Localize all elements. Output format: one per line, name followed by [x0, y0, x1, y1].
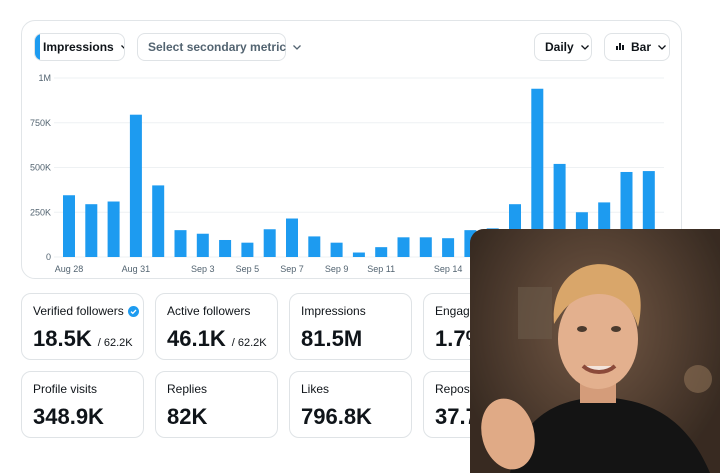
- x-tick-label: Aug 28: [55, 264, 84, 274]
- secondary-metric-dropdown[interactable]: Select secondary metric: [137, 33, 302, 61]
- x-tick-label: Sep 11: [367, 264, 395, 274]
- chart-type-label: Bar: [631, 40, 652, 54]
- impressions-chart-card: Impressions Select secondary metric Dail…: [21, 20, 682, 279]
- chevron-down-icon: [657, 42, 667, 52]
- secondary-metric-label: Select secondary metric: [148, 40, 287, 54]
- bar-sep-14[interactable]: [442, 238, 455, 257]
- y-tick-label: 500K: [30, 163, 51, 173]
- y-tick-label: 750K: [30, 118, 51, 128]
- stat-label: Likes: [301, 382, 330, 396]
- stat-subvalue: / 62.2K: [97, 337, 133, 349]
- stat-label-row: Reposts: [435, 382, 545, 396]
- x-tick-label: Sep 14: [434, 264, 463, 274]
- bar-sep-8[interactable]: [308, 236, 321, 257]
- y-tick-label: 0: [46, 252, 51, 262]
- bar-sep-18[interactable]: [531, 88, 544, 258]
- stat-value: 348.9K: [33, 404, 104, 429]
- stat-label-row: Replies: [167, 382, 277, 396]
- chevron-down-icon: [120, 42, 124, 52]
- metric-color-indicator: [35, 34, 40, 60]
- stat-value: 81.5M: [301, 326, 363, 351]
- bar-aug-30[interactable]: [107, 201, 120, 257]
- y-tick-label: 1M: [38, 73, 51, 83]
- stat-value-row: 46.1K / 62.2K: [167, 326, 277, 352]
- stat-value-row: 18.5K / 62.2K: [33, 326, 143, 352]
- bar-sep-11[interactable]: [375, 247, 388, 257]
- x-tick-label: Sep 5: [236, 264, 260, 274]
- bar-aug-31[interactable]: [129, 114, 142, 257]
- stat-label-row: Active followers: [167, 304, 277, 318]
- stat-label-row: Profile visits: [33, 382, 143, 396]
- stat-label: Verified followers: [33, 304, 124, 318]
- verified-badge-icon: [127, 305, 139, 317]
- bar-sep-5[interactable]: [241, 242, 254, 257]
- stat-card-active-followers[interactable]: Active followers 46.1K / 62.2K: [155, 293, 278, 360]
- x-tick-label: Aug 31: [122, 264, 151, 274]
- bar-sep-10[interactable]: [352, 252, 365, 257]
- bar-aug-29[interactable]: [85, 204, 98, 257]
- stat-value-row: 348.9K: [33, 404, 143, 430]
- bar-sep-13[interactable]: [419, 237, 432, 257]
- stat-label-row: Impressions: [301, 304, 411, 318]
- stat-label-row: Likes: [301, 382, 411, 396]
- bar-sep-2[interactable]: [174, 230, 187, 257]
- stat-subvalue: / 62.2K: [231, 337, 267, 349]
- stat-value: 796.8K: [301, 404, 372, 429]
- chart-type-dropdown[interactable]: Bar: [604, 33, 670, 61]
- stat-value: 46.1K: [167, 326, 226, 351]
- interval-dropdown[interactable]: Daily: [534, 33, 592, 61]
- stat-label: Impressions: [301, 304, 366, 318]
- bar-chart-icon: [615, 40, 625, 54]
- bar-aug-28[interactable]: [63, 195, 75, 257]
- metric-dropdown-label: Impressions: [43, 40, 114, 54]
- stat-label-row: Verified followers: [33, 304, 143, 318]
- stat-card-likes[interactable]: Likes 796.8K: [289, 371, 412, 438]
- bar-sep-6[interactable]: [263, 229, 276, 257]
- stat-value-row: 796.8K: [301, 404, 411, 430]
- stat-label: Profile visits: [33, 382, 98, 396]
- bar-sep-12[interactable]: [397, 237, 410, 257]
- stat-label: Active followers: [167, 304, 251, 318]
- x-tick-label: Sep 7: [280, 264, 304, 274]
- stat-value: 82K: [167, 404, 208, 429]
- bar-sep-4[interactable]: [219, 239, 232, 257]
- bar-sep-9[interactable]: [330, 242, 343, 257]
- x-tick-label: Sep 3: [191, 264, 215, 274]
- stat-label: Replies: [167, 382, 208, 396]
- presenter-illustration: [470, 229, 720, 473]
- metric-dropdown[interactable]: Impressions: [34, 33, 125, 61]
- stat-value-row: 82K: [167, 404, 277, 430]
- stat-card-replies[interactable]: Replies 82K: [155, 371, 278, 438]
- interval-label: Daily: [545, 40, 574, 54]
- stat-value: 18.5K: [33, 326, 92, 351]
- stat-value-row: 81.5M: [301, 326, 411, 352]
- bar-sep-7[interactable]: [286, 218, 298, 257]
- stat-label: Reposts: [435, 382, 480, 396]
- chevron-down-icon: [580, 42, 590, 52]
- bar-sep-3[interactable]: [196, 233, 209, 257]
- x-tick-label: Sep 9: [325, 264, 349, 274]
- chevron-down-icon: [292, 42, 302, 52]
- stat-card-profile-visits[interactable]: Profile visits 348.9K: [21, 371, 144, 438]
- stat-card-impressions[interactable]: Impressions 81.5M: [289, 293, 412, 360]
- stat-card-verified-followers[interactable]: Verified followers 18.5K / 62.2K: [21, 293, 144, 360]
- bar-sep-1[interactable]: [152, 185, 165, 257]
- y-tick-label: 250K: [30, 207, 51, 217]
- webcam-video-overlay: [470, 229, 720, 473]
